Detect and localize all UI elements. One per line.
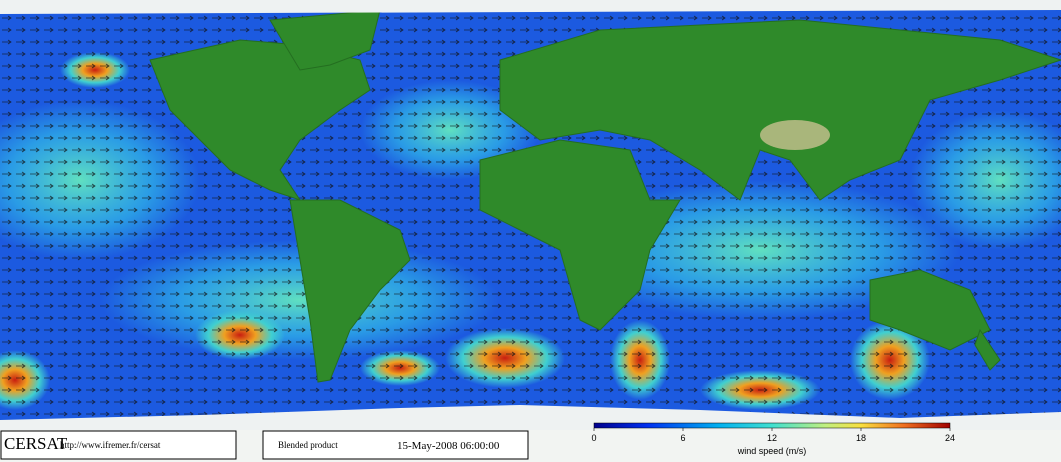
product: Blended product <box>278 440 338 450</box>
info-box <box>262 430 529 460</box>
plateau <box>760 120 830 150</box>
colorbar-tick-label: 0 <box>591 433 596 443</box>
url: http://www.ifremer.fr/cersat <box>60 440 161 450</box>
colorbar-tick-label: 18 <box>856 433 866 443</box>
colorbar-tick-label: 12 <box>767 433 777 443</box>
colorbar-label: wind speed (m/s) <box>737 446 807 456</box>
colorbar <box>593 422 951 429</box>
continents <box>149 9 1061 383</box>
date: 15-May-2008 06:00:00 <box>397 440 500 452</box>
colorbar-tick-label: 6 <box>680 433 685 443</box>
logo: CERSAT <box>4 434 68 453</box>
arctic <box>0 0 1061 14</box>
logo-box <box>0 430 237 460</box>
colorbar-tick-label: 24 <box>945 433 955 443</box>
